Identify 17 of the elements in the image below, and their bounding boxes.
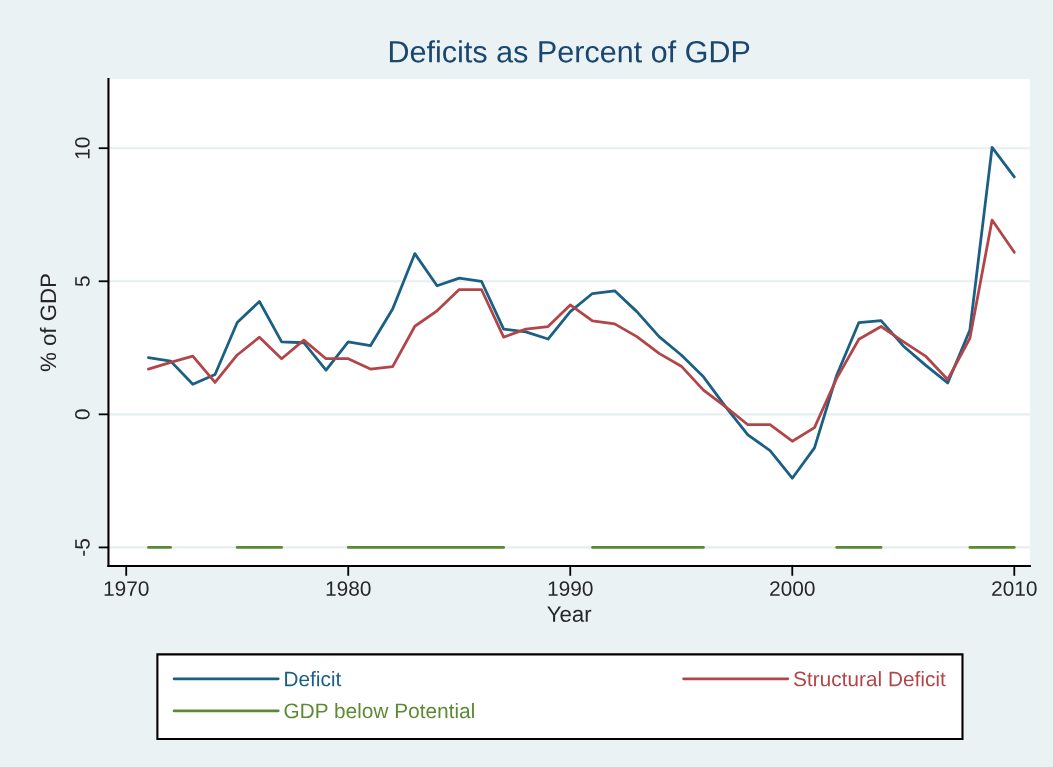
y-tick-label: 10 [75, 137, 90, 159]
x-tick-label: 2000 [770, 581, 815, 596]
x-axis-title: Year [547, 606, 592, 622]
x-tick-label: 1990 [548, 581, 593, 596]
y-tick-label: 0 [75, 409, 90, 420]
text: GDP below Potential [284, 702, 474, 719]
y-tick-label: -5 [75, 539, 90, 556]
x-tick-label: 1970 [104, 581, 149, 596]
text: Deficit [285, 671, 342, 687]
x-tick-label: 2010 [992, 581, 1037, 596]
text: Structural Deficit [793, 671, 946, 687]
y-tick-label: 5 [75, 276, 90, 287]
x-tick-label: 1980 [326, 581, 371, 596]
line-series [147, 218, 1016, 443]
line-series [147, 146, 1016, 480]
y-axis-title: % of GDP [39, 274, 57, 372]
chart-title: Deficits as Percent of GDP [389, 40, 750, 63]
